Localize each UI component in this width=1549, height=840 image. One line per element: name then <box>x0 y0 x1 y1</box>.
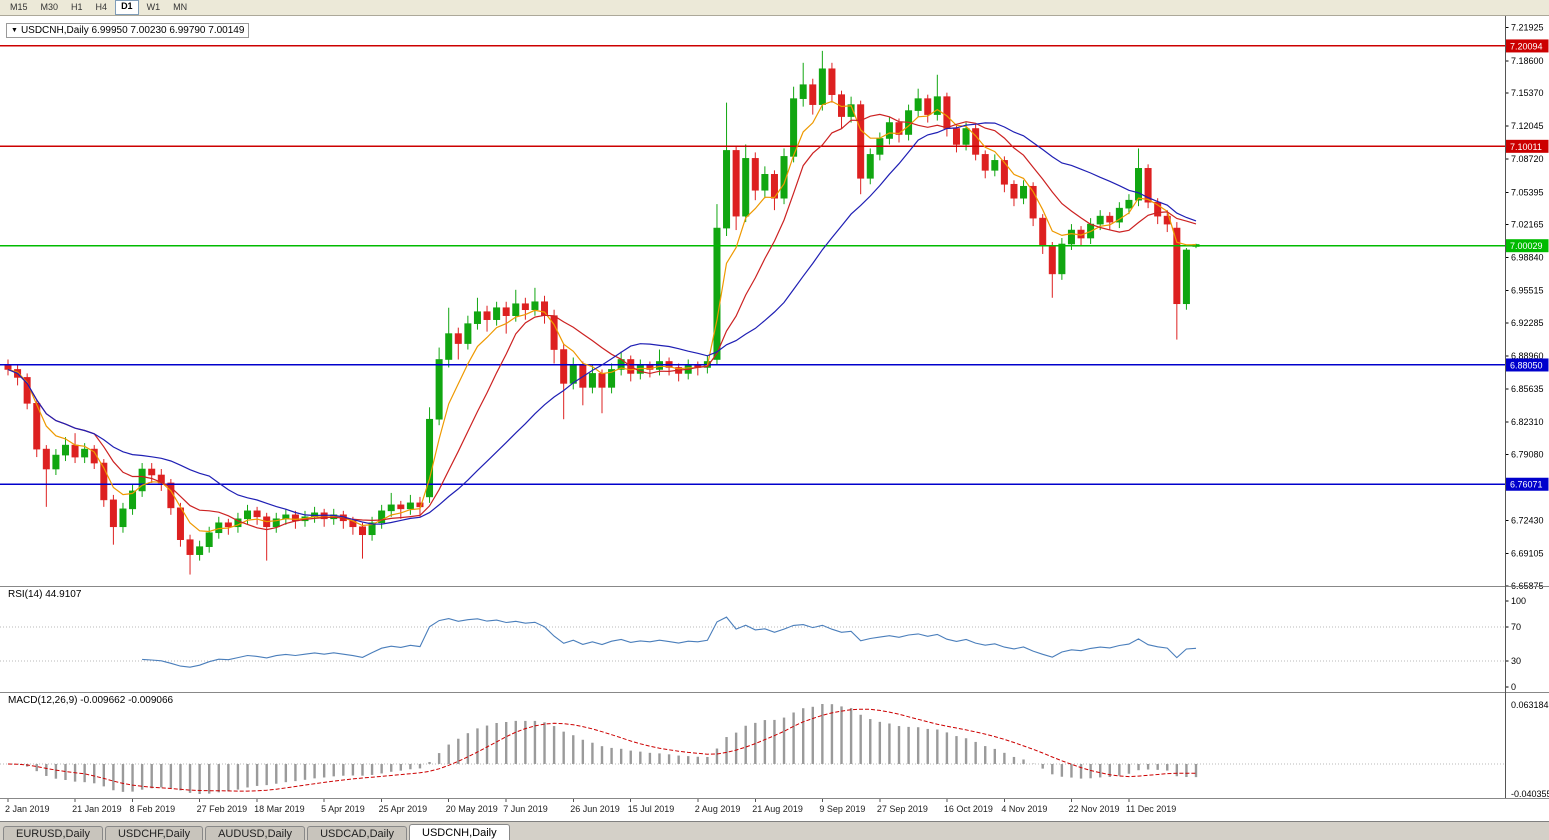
chart-canvas[interactable]: 7.21925 7.18600 7.15370 7.12045 7.08720 7.053… <box>0 16 1549 821</box>
timeframe-toolbar: M15 M30 H1 H4 D1 W1 MN <box>0 0 1549 16</box>
svg-text:7.20094: 7.20094 <box>1510 41 1543 51</box>
svg-text:7.18600: 7.18600 <box>1511 56 1544 66</box>
price-hline-tag: 7.00029 <box>1505 239 1549 253</box>
svg-text:7.12045: 7.12045 <box>1511 121 1544 131</box>
chart-tab-usdcad-daily[interactable]: USDCAD,Daily <box>307 826 408 840</box>
svg-text:6.88050: 6.88050 <box>1510 360 1543 370</box>
ma-line-22 <box>7 122 1197 525</box>
timeframe-button-m15[interactable]: M15 <box>10 2 28 12</box>
svg-text:7.21925: 7.21925 <box>1511 23 1544 33</box>
axis-date-label: 16 Oct 2019 <box>944 804 993 814</box>
collapse-arrow-icon[interactable]: ▼ <box>11 27 18 34</box>
svg-text:7.05395: 7.05395 <box>1511 187 1544 197</box>
price-hline-tag: 7.10011 <box>1505 139 1549 153</box>
axis-date-label: 5 Apr 2019 <box>321 804 365 814</box>
axis-date-label: 27 Sep 2019 <box>877 804 928 814</box>
svg-text:6.76071: 6.76071 <box>1510 480 1543 490</box>
axis-date-label: 26 Jun 2019 <box>570 804 620 814</box>
svg-text:6.65875: 6.65875 <box>1511 581 1544 591</box>
ma-line-5 <box>7 100 1197 533</box>
axis-date-label: 9 Sep 2019 <box>819 804 865 814</box>
rsi-line <box>142 616 1197 668</box>
axis-date-label: 2 Jan 2019 <box>5 804 50 814</box>
timeframe-button-m30[interactable]: M30 <box>40 2 59 12</box>
macd-header: MACD(12,26,9) -0.009662 -0.009066 <box>8 695 174 706</box>
svg-text:70: 70 <box>1511 622 1521 632</box>
chart-tabbar: EURUSD,Daily USDCHF,Daily AUDUSD,Daily USDC… <box>0 821 1549 840</box>
svg-text:7.00029: 7.00029 <box>1510 241 1543 251</box>
price-hline-tag: 6.76071 <box>1505 477 1549 491</box>
svg-text:6.69105: 6.69105 <box>1511 549 1544 559</box>
svg-text:0: 0 <box>1511 682 1516 692</box>
axis-date-label: 18 Mar 2019 <box>254 804 305 814</box>
chart-tab-audusd-daily[interactable]: AUDUSD,Daily <box>205 826 306 840</box>
axis-date-label: 25 Apr 2019 <box>379 804 428 814</box>
svg-text:100: 100 <box>1511 596 1526 606</box>
macd-signal-line <box>7 708 1196 792</box>
svg-text:7.15370: 7.15370 <box>1511 88 1544 98</box>
chart-tab-usdchf-daily[interactable]: USDCHF,Daily <box>104 826 204 840</box>
axis-date-label: 15 Jul 2019 <box>628 804 675 814</box>
axis-date-label: 4 Nov 2019 <box>1001 804 1047 814</box>
timeframe-button-w1[interactable]: W1 <box>146 2 161 12</box>
svg-text:6.79080: 6.79080 <box>1511 449 1544 459</box>
chart-tab-eurusd-daily[interactable]: EURUSD,Daily <box>3 826 103 840</box>
axis-date-label: 8 Feb 2019 <box>130 804 176 814</box>
svg-text:7.08720: 7.08720 <box>1511 154 1544 164</box>
axis-date-label: 20 May 2019 <box>446 804 498 814</box>
svg-text:6.82310: 6.82310 <box>1511 417 1544 427</box>
ma-line-10 <box>7 113 1197 531</box>
time-axis[interactable]: 2 Jan 2019 21 Jan 2019 8 Feb 2019 27 Feb 20… <box>5 799 1176 814</box>
price-scale[interactable]: 7.21925 7.18600 7.15370 7.12045 7.08720 7.053… <box>1505 23 1544 591</box>
rsi-header: RSI(14) 44.9107 <box>8 589 82 600</box>
svg-text:6.95515: 6.95515 <box>1511 286 1544 296</box>
symbol-ohlc-header[interactable]: ▼ USDCNH,Daily 6.99950 7.00230 6.99790 7.… <box>6 23 250 38</box>
axis-date-label: 2 Aug 2019 <box>695 804 741 814</box>
svg-text:7.02165: 7.02165 <box>1511 219 1544 229</box>
price-hline-tag: 6.88050 <box>1505 358 1549 372</box>
timeframe-button-d1[interactable]: D1 <box>115 0 139 15</box>
symbol-ohlc-text: USDCNH,Daily 6.99950 7.00230 6.99790 7.0… <box>20 25 245 36</box>
chart-area: 7.21925 7.18600 7.15370 7.12045 7.08720 7.053… <box>0 16 1549 821</box>
macd-histogram <box>16 704 1198 794</box>
svg-text:30: 30 <box>1511 656 1521 666</box>
axis-date-label: 22 Nov 2019 <box>1068 804 1119 814</box>
timeframe-button-h1[interactable]: H1 <box>71 2 83 12</box>
axis-date-label: 7 Jun 2019 <box>503 804 548 814</box>
macd-scale-top: 0.063184 <box>1511 700 1549 710</box>
timeframe-button-mn[interactable]: MN <box>173 2 188 12</box>
axis-date-label: 21 Jan 2019 <box>72 804 122 814</box>
timeframe-button-h4[interactable]: H4 <box>95 2 108 12</box>
axis-date-label: 27 Feb 2019 <box>197 804 248 814</box>
axis-date-label: 21 Aug 2019 <box>752 804 803 814</box>
svg-text:6.85635: 6.85635 <box>1511 384 1544 394</box>
svg-text:6.92285: 6.92285 <box>1511 318 1544 328</box>
macd-scale-bottom: -0.040355 <box>1511 789 1549 799</box>
axis-date-label: 11 Dec 2019 <box>1126 804 1176 814</box>
candlesticks <box>4 50 1200 575</box>
chart-tab-usdcnh-daily[interactable]: USDCNH,Daily <box>409 824 510 840</box>
svg-text:6.98840: 6.98840 <box>1511 253 1544 263</box>
svg-text:6.88960: 6.88960 <box>1511 351 1544 361</box>
svg-text:7.10011: 7.10011 <box>1510 142 1542 152</box>
svg-text:6.72430: 6.72430 <box>1511 515 1544 525</box>
price-hline-tag: 7.20094 <box>1505 39 1549 53</box>
